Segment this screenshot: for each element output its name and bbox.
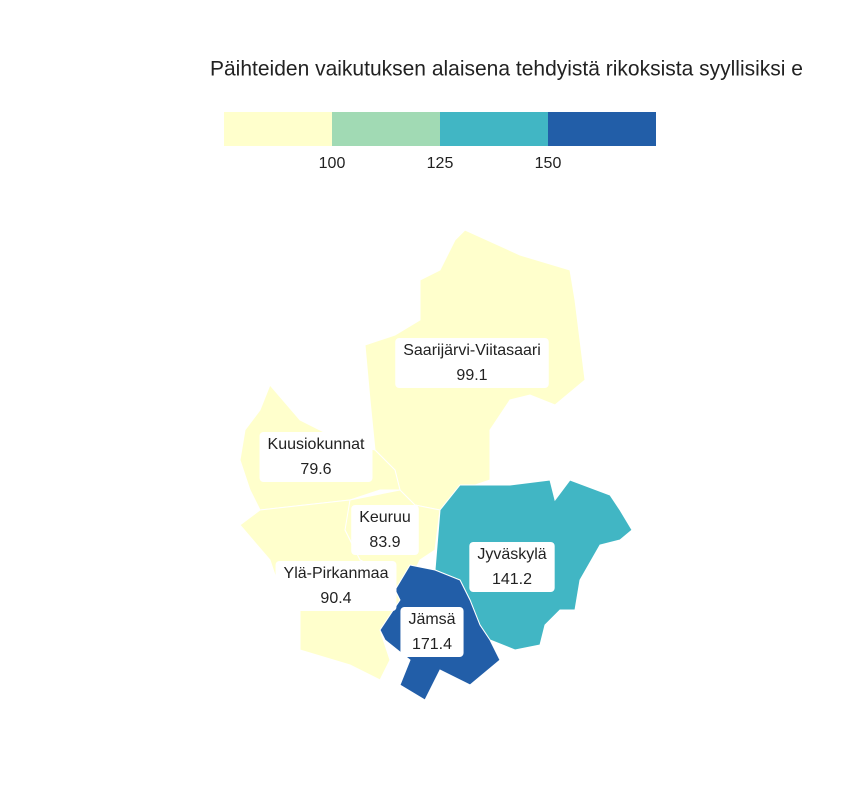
legend-bin <box>548 112 656 146</box>
label-box <box>395 338 549 388</box>
region-name: Ylä-Pirkanmaa <box>284 565 389 582</box>
region-name: Jyväskylä <box>477 546 546 563</box>
region-value: 171.4 <box>412 636 452 653</box>
label-box <box>259 432 373 482</box>
region-name: Jämsä <box>408 611 455 628</box>
region-value: 141.2 <box>492 571 532 588</box>
region-value: 79.6 <box>300 461 331 478</box>
legend-tick-label: 100 <box>319 155 346 172</box>
label-box <box>275 561 397 611</box>
region-value: 90.4 <box>320 590 351 607</box>
legend-tick-label: 150 <box>535 155 562 172</box>
region-value: 83.9 <box>369 534 400 551</box>
region-name: Kuusiokunnat <box>268 436 366 453</box>
legend-bin <box>224 112 332 146</box>
label-box <box>469 542 555 592</box>
region-name: Keuruu <box>359 509 411 526</box>
region-value: 99.1 <box>456 367 487 384</box>
legend-bin <box>332 112 440 146</box>
legend-tick-label: 125 <box>427 155 454 172</box>
legend-bin <box>440 112 548 146</box>
region-name: Saarijärvi-Viitasaari <box>403 342 541 359</box>
label-box <box>351 505 419 555</box>
label-box <box>400 607 464 657</box>
map-title: Päihteiden vaikutuksen alaisena tehdyist… <box>210 58 803 81</box>
